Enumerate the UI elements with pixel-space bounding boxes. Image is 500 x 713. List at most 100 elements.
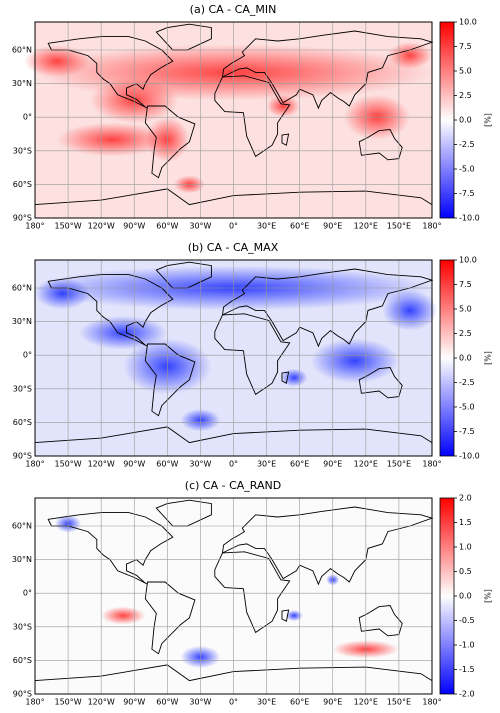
lon-tick-label: 180° — [25, 460, 44, 469]
map-panel — [34, 260, 438, 457]
lon-tick-label: 150°E — [387, 222, 411, 231]
coastline — [281, 133, 290, 146]
coastline — [221, 506, 434, 586]
lon-tick-label: 180° — [422, 222, 441, 231]
colorbar-label: [%] — [484, 589, 493, 603]
colorbar-tick-label: -10.0 — [459, 214, 480, 223]
colorbar-tick-label: 0.0 — [459, 592, 472, 601]
lon-tick-label: 60°E — [290, 698, 309, 707]
coastline — [214, 551, 291, 634]
lon-tick-label: 30°E — [257, 698, 276, 707]
colorbar-tick-label: -2.5 — [459, 378, 475, 387]
lon-tick-label: 90°E — [323, 460, 342, 469]
lon-tick-label: 120°E — [354, 222, 378, 231]
lon-tick-label: 30°E — [257, 460, 276, 469]
coastline — [47, 36, 174, 109]
lon-tick-label: 150°E — [387, 460, 411, 469]
lon-tick-label: 90°W — [123, 460, 145, 469]
lon-tick-label: 180° — [25, 698, 44, 707]
lat-tick-label: 90°S — [13, 214, 32, 223]
colorbar-tick-label: 5.0 — [459, 305, 472, 314]
lat-tick-label: 60°S — [13, 180, 32, 189]
lon-tick-label: 0° — [229, 460, 238, 469]
colorbar-tick-label: 2.5 — [459, 91, 472, 100]
lon-tick-label: 180° — [25, 222, 44, 231]
coastline — [358, 367, 403, 399]
lon-tick-label: 120°W — [88, 698, 115, 707]
anomaly-field — [57, 122, 168, 157]
coastline — [221, 268, 434, 348]
colorbar — [439, 21, 455, 219]
lon-tick-label: 0° — [229, 222, 238, 231]
coastline — [144, 343, 196, 417]
coastline — [358, 605, 403, 637]
colorbar-tick-label: -1.5 — [459, 665, 475, 674]
lat-tick-label: 60°S — [13, 656, 32, 665]
lat-tick-label: 60°N — [12, 284, 32, 293]
lat-tick-label: 30°N — [12, 79, 32, 88]
lon-tick-label: 30°W — [189, 698, 211, 707]
anomaly-field — [266, 94, 300, 118]
colorbar-label: [%] — [484, 351, 493, 365]
colorbar — [439, 497, 455, 695]
colorbar-tick-label: 2.0 — [459, 494, 472, 503]
lon-tick-label: 150°E — [387, 698, 411, 707]
colorbar-tick-label: -7.5 — [459, 189, 475, 198]
lat-tick-label: 90°S — [13, 452, 32, 461]
lat-tick-label: 30°N — [12, 555, 32, 564]
lat-tick-label: 0° — [23, 113, 32, 122]
colorbar-tick-label: -5.0 — [459, 165, 475, 174]
lon-tick-label: 120°W — [88, 460, 115, 469]
colorbar-tick-label: 5.0 — [459, 67, 472, 76]
colorbar-tick-label: 1.5 — [459, 518, 472, 527]
lat-tick-label: 60°N — [12, 522, 32, 531]
lat-tick-label: 30°S — [13, 146, 32, 155]
lat-tick-label: 0° — [23, 351, 32, 360]
coastline — [281, 371, 290, 384]
colorbar-tick-label: -0.5 — [459, 616, 475, 625]
lon-tick-label: 150°W — [54, 698, 81, 707]
colorbar-tick-label: -2.5 — [459, 140, 475, 149]
colorbar-tick-label: -5.0 — [459, 403, 475, 412]
anomaly-field — [310, 338, 399, 384]
lon-tick-label: 150°W — [54, 460, 81, 469]
colorbar-label: [%] — [484, 113, 493, 127]
lon-tick-label: 30°W — [189, 222, 211, 231]
lon-tick-label: 90°E — [323, 698, 342, 707]
lon-tick-label: 90°W — [123, 222, 145, 231]
lon-tick-label: 60°W — [156, 460, 178, 469]
colorbar-tick-label: 10.0 — [459, 18, 477, 27]
lon-tick-label: 180° — [422, 460, 441, 469]
lat-tick-label: 90°S — [13, 690, 32, 699]
lon-tick-label: 120°E — [354, 460, 378, 469]
map-panel — [23, 22, 434, 219]
coastline — [281, 609, 290, 622]
lon-tick-label: 120°E — [354, 698, 378, 707]
coastline — [221, 30, 434, 110]
lon-tick-label: 60°W — [156, 222, 178, 231]
colorbar-tick-label: -1.0 — [459, 641, 475, 650]
lat-tick-label: 30°S — [13, 622, 32, 631]
lon-tick-label: 90°E — [323, 222, 342, 231]
anomaly-field — [79, 316, 168, 350]
panel-title: (c) CA - CA_RAND — [185, 479, 281, 492]
colorbar-tick-label: 1.0 — [459, 543, 472, 552]
lat-tick-label: 60°S — [13, 418, 32, 427]
coastline — [358, 129, 403, 161]
lat-tick-label: 60°N — [12, 46, 32, 55]
lon-tick-label: 30°E — [257, 222, 276, 231]
coastline — [214, 75, 291, 158]
anomaly-field — [280, 368, 308, 387]
colorbar-tick-label: 10.0 — [459, 256, 477, 265]
lat-tick-label: 30°N — [12, 317, 32, 326]
lon-tick-label: 120°W — [88, 222, 115, 231]
lon-tick-label: 60°W — [156, 698, 178, 707]
lon-tick-label: 180° — [422, 698, 441, 707]
map-frame — [34, 21, 433, 219]
lat-tick-label: 0° — [23, 589, 32, 598]
lat-tick-label: 30°S — [13, 384, 32, 393]
coastline — [144, 105, 196, 179]
lon-tick-label: 60°E — [290, 222, 309, 231]
lon-tick-label: 150°W — [54, 222, 81, 231]
